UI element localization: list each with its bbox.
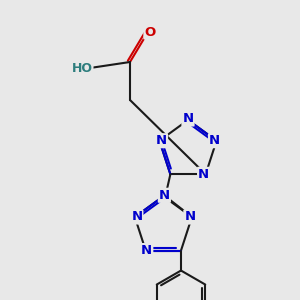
Text: N: N — [141, 244, 152, 257]
Text: N: N — [182, 112, 194, 125]
Text: N: N — [131, 211, 142, 224]
Text: N: N — [159, 189, 170, 202]
Text: O: O — [144, 26, 156, 38]
Text: N: N — [184, 211, 196, 224]
Text: N: N — [198, 168, 209, 181]
Text: N: N — [156, 134, 167, 147]
Text: N: N — [209, 134, 220, 147]
Text: HO: HO — [71, 61, 92, 74]
